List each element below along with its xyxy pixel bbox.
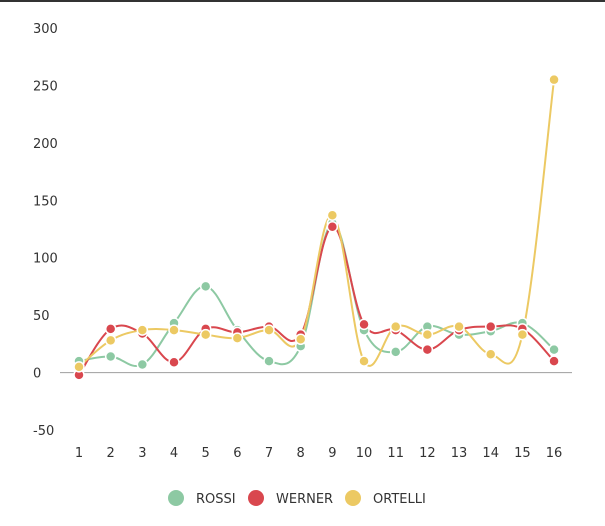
legend-label-werner: WERNER [276, 492, 333, 507]
y-tick-label: 200 [33, 137, 58, 152]
data-point-ortelli [104, 334, 117, 347]
legend-label-ortelli: ORTELLI [373, 492, 426, 507]
series-line-ortelli [78, 79, 556, 368]
data-point-ortelli [548, 73, 560, 86]
series-line-rossi [78, 222, 555, 367]
data-point-rossi [389, 346, 402, 358]
legend-label-rossi: ROSSI [196, 492, 236, 507]
y-tick-label: 100 [33, 252, 58, 267]
data-point-rossi [199, 280, 212, 293]
data-point-ortelli [453, 320, 465, 333]
x-tick-label: 2 [107, 446, 115, 461]
data-point-werner [358, 318, 370, 331]
legend-swatch-werner [248, 490, 264, 506]
x-tick-label: 7 [265, 446, 273, 461]
data-point-ortelli [358, 355, 370, 367]
x-tick-label: 8 [297, 446, 305, 461]
x-tick-label: 14 [482, 446, 499, 461]
y-tick-label: 250 [33, 79, 58, 94]
data-point-ortelli [231, 332, 244, 344]
x-tick-label: 3 [138, 446, 146, 461]
top-border [0, 0, 605, 2]
y-tick-label: 50 [33, 309, 50, 324]
data-point-rossi [104, 350, 117, 363]
data-point-ortelli [199, 328, 212, 341]
legend-swatch-ortelli [345, 490, 361, 506]
series-lines [78, 79, 556, 376]
data-point-ortelli [136, 324, 149, 336]
data-point-werner [421, 343, 434, 356]
data-point-ortelli [326, 209, 339, 221]
data-point-werner [326, 220, 339, 233]
series-line-werner [78, 225, 555, 376]
data-point-werner [168, 356, 180, 368]
data-point-ortelli [421, 328, 434, 341]
y-tick-label: -50 [33, 424, 54, 439]
data-point-rossi [263, 355, 275, 367]
data-point-ortelli [484, 348, 497, 360]
data-point-ortelli [516, 328, 529, 341]
data-point-ortelli [263, 324, 275, 336]
x-tick-label: 9 [328, 446, 336, 461]
x-tick-label: 16 [546, 446, 563, 461]
x-tick-label: 13 [451, 446, 468, 461]
data-point-rossi [136, 358, 149, 371]
x-tick-label: 5 [202, 446, 210, 461]
x-tick-label: 1 [75, 446, 83, 461]
x-tick-label: 10 [356, 446, 373, 461]
data-point-werner [484, 320, 497, 333]
y-tick-label: 150 [33, 194, 58, 209]
x-tick-label: 15 [514, 446, 531, 461]
data-point-werner [548, 355, 560, 367]
x-tick-label: 4 [170, 446, 178, 461]
legend-swatch-rossi [168, 490, 184, 506]
series-points [73, 73, 560, 381]
data-point-rossi [548, 343, 560, 356]
x-axis: 1 2 3 4 5 6 7 8 9 10 11 12 13 14 15 16 [75, 446, 562, 461]
data-point-ortelli [389, 320, 402, 333]
x-tick-label: 12 [419, 446, 436, 461]
x-tick-label: 6 [233, 446, 241, 461]
x-tick-label: 11 [387, 446, 404, 461]
y-tick-label: 300 [33, 22, 58, 37]
data-point-ortelli [294, 333, 307, 346]
y-tick-label: 0 [33, 367, 41, 382]
data-point-werner [104, 323, 117, 335]
y-axis: -50 0 50 100 150 200 250 300 [33, 22, 58, 439]
legend: ROSSI WERNER ORTELLI [168, 490, 426, 507]
data-point-ortelli [168, 324, 180, 336]
data-point-ortelli [73, 361, 85, 373]
